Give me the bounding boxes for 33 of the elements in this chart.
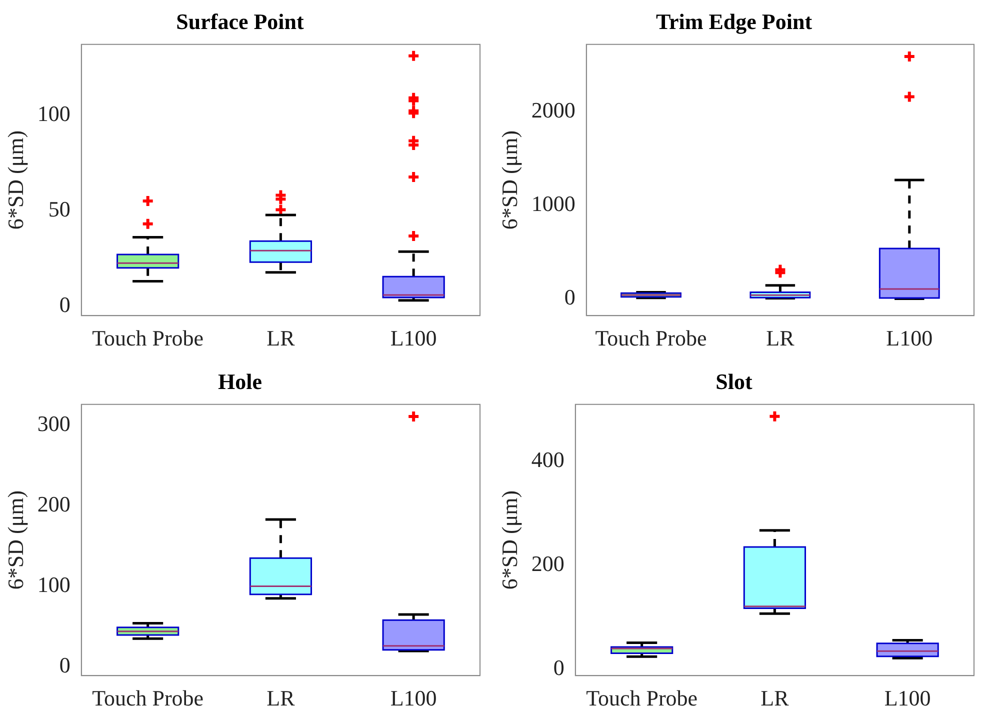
y-axis-title: 6*SD (μm) bbox=[496, 130, 522, 230]
x-tick-label: LR bbox=[266, 686, 296, 711]
y-axis-title: 6*SD (μm) bbox=[496, 490, 522, 590]
chart-title: Surface Point bbox=[176, 8, 305, 34]
y-tick-label: 1000 bbox=[531, 191, 576, 216]
y-tick-label: 2000 bbox=[531, 98, 576, 123]
x-tick-label: LR bbox=[760, 686, 790, 711]
y-tick-label: 100 bbox=[37, 572, 70, 598]
x-tick-label: L100 bbox=[884, 686, 931, 711]
y-tick-label: 400 bbox=[531, 446, 564, 472]
y-tick-label: 0 bbox=[59, 652, 70, 678]
x-tick-label: Touch Probe bbox=[92, 326, 204, 351]
y-tick-label: 300 bbox=[37, 411, 70, 436]
x-tick-label: Touch Probe bbox=[92, 686, 204, 711]
y-tick-label: 50 bbox=[48, 196, 70, 222]
y-tick-label: 200 bbox=[531, 551, 564, 576]
y-tick-label: 0 bbox=[564, 284, 576, 310]
x-tick-label: L100 bbox=[390, 326, 437, 351]
y-tick-label: 0 bbox=[553, 655, 564, 680]
x-tick-label: Touch Probe bbox=[595, 326, 707, 351]
y-tick-label: 0 bbox=[59, 292, 70, 317]
chart-title: Hole bbox=[218, 368, 262, 394]
chart-title: Trim Edge Point bbox=[656, 8, 813, 34]
x-tick-label: L100 bbox=[390, 686, 437, 711]
y-axis-title: 6*SD (μm) bbox=[2, 490, 28, 590]
y-tick-label: 200 bbox=[37, 492, 70, 517]
y-axis-title: 6*SD (μm) bbox=[2, 130, 28, 230]
y-tick-label: 100 bbox=[37, 100, 70, 126]
x-tick-label: Touch Probe bbox=[586, 686, 698, 711]
x-tick-label: LR bbox=[266, 326, 296, 351]
chart-title: Slot bbox=[716, 368, 754, 394]
x-tick-label: L100 bbox=[886, 326, 933, 351]
x-tick-label: LR bbox=[766, 326, 795, 351]
